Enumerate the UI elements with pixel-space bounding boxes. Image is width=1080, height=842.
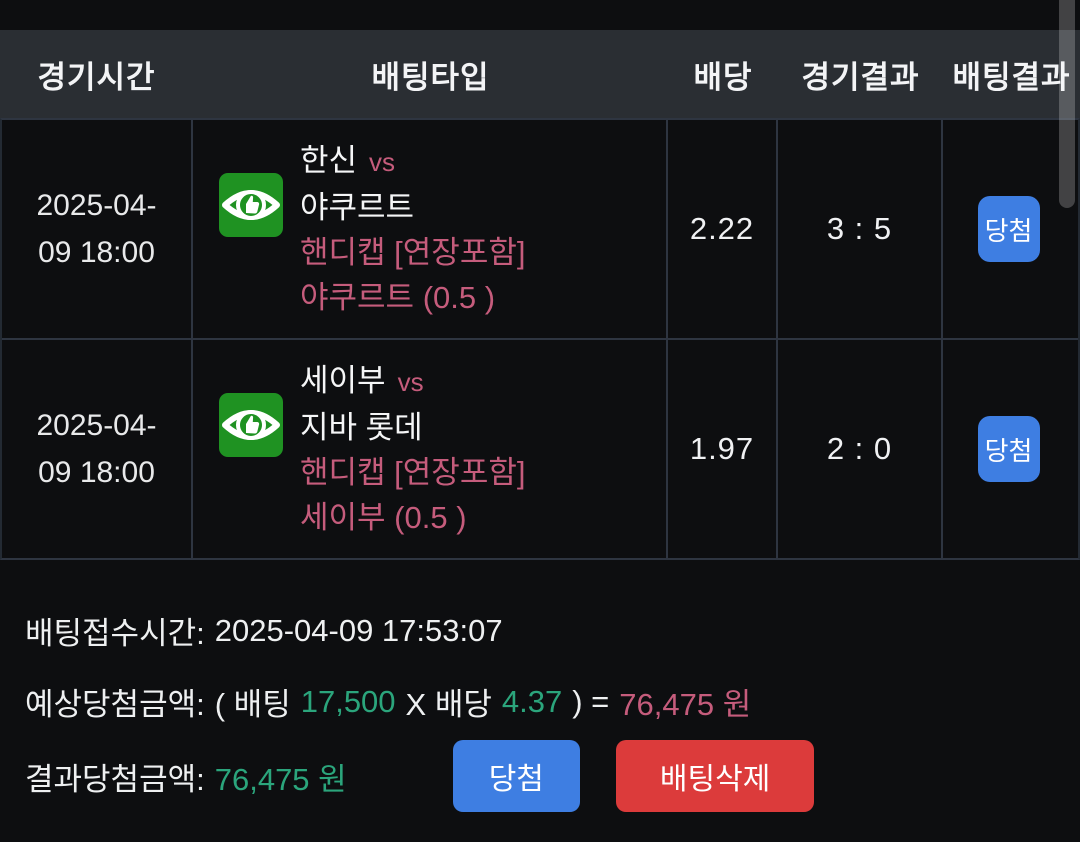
game-hour: 09 18:00 [38,236,155,269]
result-amount-label: 결과당첨금액: [25,761,205,797]
column-header-bet-result: 배팅결과 [952,59,1071,95]
home-team: 세이부 [300,363,386,398]
total-odds-value: 4.37 [501,683,563,719]
odds-cell: 1.97 [668,340,778,558]
bet-type-lines: 한신 vs 야쿠르트 핸디캡 [연장포함] 야쿠르트 (0.5 ) [300,138,525,320]
vs-label: vs [369,147,396,177]
receipt-time-label: 배팅접수시간: [25,616,205,651]
away-team: 지바 롯데 [300,410,423,445]
bet-amount-value: 17,500 [300,683,396,719]
score-cell: 3 : 5 [778,120,943,338]
scrollbar-thumb[interactable] [1059,0,1075,208]
column-header-odds: 배당 [693,59,753,95]
column-header-game-time: 경기시간 [37,59,156,95]
odds-cell: 2.22 [668,120,778,338]
table-body: 2025-04- 09 18:00 한신 vs 야쿠르트 핸디캡 [연장포함] [0,118,1080,560]
bet-market: 핸디캡 [연장포함] [300,455,526,490]
win-button[interactable]: 당첨 [452,740,580,812]
formula-close: ) = [572,683,610,719]
away-team: 야쿠르트 [300,190,415,225]
column-header-game-result: 경기결과 [801,59,920,95]
column-header-bet-type: 배팅타입 [371,59,490,95]
bet-row: 2025-04- 09 18:00 한신 vs 야쿠르트 핸디캡 [연장포함] [2,120,1078,340]
formula-times: X 배당 [405,687,492,722]
home-team: 한신 [300,143,358,178]
bet-type-lines: 세이부 vs 지바 롯데 핸디캡 [연장포함] 세이부 (0.5 ) [300,358,525,540]
win-status-badge: 당첨 [977,416,1040,482]
game-time-cell: 2025-04- 09 18:00 [2,340,193,558]
eye-icon[interactable] [219,173,283,237]
expected-amount-line: 예상당첨금액: ( 배팅 17,500 X 배당 4.37 ) = 76,475… [25,679,1080,724]
formula-open: ( 배팅 [214,687,291,722]
game-time-cell: 2025-04- 09 18:00 [2,120,193,338]
receipt-time-line: 배팅접수시간: 2025-04-09 17:53:07 [25,608,1080,653]
vs-label: vs [397,367,424,397]
bet-market: 핸디캡 [연장포함] [300,235,526,270]
eye-icon[interactable] [219,393,283,457]
bet-pick: 세이부 (0.5 ) [300,500,467,535]
bet-pick: 야쿠르트 (0.5 ) [300,280,496,315]
score-cell: 2 : 0 [778,340,943,558]
bet-type-cell: 세이부 vs 지바 롯데 핸디캡 [연장포함] 세이부 (0.5 ) [193,340,668,558]
expected-amount-value: 76,475 원 [619,687,752,722]
bet-type-cell: 한신 vs 야쿠르트 핸디캡 [연장포함] 야쿠르트 (0.5 ) [193,120,668,338]
receipt-time-value: 2025-04-09 17:53:07 [214,612,503,648]
bet-result-cell: 당첨 [943,120,1074,338]
game-date: 2025-04- [36,189,157,222]
game-date: 2025-04- [36,409,157,442]
delete-bet-button[interactable]: 배팅삭제 [615,740,815,812]
table-header: 경기시간 배팅타입 배당 경기결과 배팅결과 [0,30,1080,118]
bet-result-cell: 당첨 [943,340,1074,558]
result-amount-line: 결과당첨금액: 76,475 원 당첨 배팅삭제 [25,738,1080,814]
bet-row: 2025-04- 09 18:00 세이부 vs 지바 롯데 핸디캡 [연장포함] [2,340,1078,558]
expected-amount-label: 예상당첨금액: [25,687,205,722]
result-amount-value: 76,475 원 [214,761,347,797]
game-hour: 09 18:00 [38,456,155,489]
win-status-badge: 당첨 [977,196,1040,262]
bet-summary: 배팅접수시간: 2025-04-09 17:53:07 예상당첨금액: ( 배팅… [0,558,1080,814]
